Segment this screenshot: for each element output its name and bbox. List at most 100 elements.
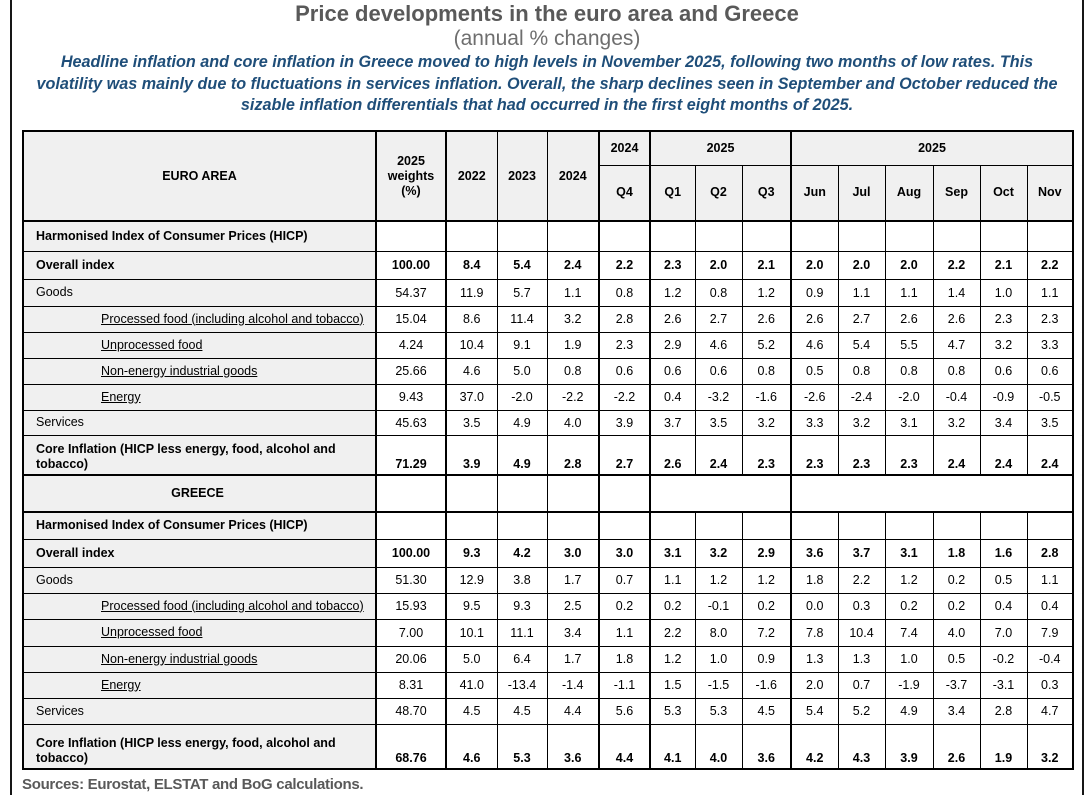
summary-line: volatility was mainly due to fluctuation… — [36, 74, 1058, 93]
table-row: Energy 8.31 41.0 -13.4 -1.4 -1.1 1.5 -1.5 -1.6 2.… — [22, 671, 1074, 699]
value-cell: 3.2 — [979, 331, 1028, 359]
value-cell: 1.1 — [1026, 566, 1074, 594]
table-row: Non-energy industrial goods 20.06 5.0 6.4 1.… — [22, 645, 1074, 673]
value-cell: -1.1 — [598, 671, 651, 699]
value-cell: 1.7 — [546, 566, 600, 594]
value-cell: 5.4 — [496, 250, 548, 280]
row-label: Overall index — [22, 538, 377, 568]
value-cell: 3.9 — [884, 723, 934, 770]
value-cell: 0.3 — [837, 592, 886, 620]
value-cell: 0.8 — [546, 357, 600, 385]
value-cell: 4.9 — [496, 409, 548, 436]
value-cell: 4.9 — [496, 434, 548, 476]
value-cell: 10.4 — [445, 331, 498, 359]
header-year-2023: 2023 — [496, 130, 548, 222]
row-label: Unprocessed food — [22, 331, 377, 359]
page-border-left — [10, 0, 12, 795]
section-empty-cell — [546, 474, 600, 513]
value-cell: 5.0 — [496, 357, 548, 385]
value-cell — [837, 511, 886, 540]
value-cell — [445, 511, 498, 540]
value-cell: -3.2 — [694, 383, 743, 411]
value-cell: 0.7 — [598, 566, 651, 594]
value-cell: -3.1 — [979, 671, 1028, 699]
value-cell — [741, 511, 792, 540]
table-row: Goods 54.37 11.9 5.7 1.1 0.8 1.2 0.8 1.2 0.9 1.1 1.… — [22, 278, 1074, 307]
value-cell: 2.2 — [649, 618, 696, 647]
row-label: Processed food (including alcohol and to… — [22, 305, 377, 333]
value-cell: 1.1 — [1026, 278, 1074, 307]
page-title: Price developments in the euro area and … — [295, 1, 799, 26]
value-cell: 2.3 — [649, 250, 696, 280]
value-cell — [546, 220, 600, 252]
value-cell: 0.7 — [837, 671, 886, 699]
value-cell: 11.4 — [496, 305, 548, 333]
value-cell: 9.3 — [496, 592, 548, 620]
sources-note: Sources: Eurostat, ELSTAT and BoG calcul… — [22, 776, 364, 793]
value-cell: 2.9 — [741, 538, 792, 568]
value-cell: 3.9 — [445, 434, 498, 476]
header-group-1: 2025 — [649, 130, 792, 166]
header-col-Q2: Q2 — [694, 164, 743, 222]
value-cell: 2.1 — [979, 250, 1028, 280]
value-cell: 1.8 — [790, 566, 839, 594]
value-cell: 100.00 — [375, 538, 447, 568]
value-cell: 0.6 — [694, 357, 743, 385]
value-cell: -2.2 — [598, 383, 651, 411]
table-row: Energy 9.43 37.0 -2.0 -2.2 -2.2 0.4 -3.2 -1.6 -2.… — [22, 383, 1074, 411]
value-cell: 3.6 — [741, 723, 792, 770]
value-cell — [649, 511, 696, 540]
value-cell: 0.2 — [649, 592, 696, 620]
value-cell: 2.0 — [790, 671, 839, 699]
value-cell: 3.2 — [741, 409, 792, 436]
value-cell: 2.0 — [790, 250, 839, 280]
value-cell: 2.4 — [932, 434, 981, 476]
value-cell: 5.5 — [884, 331, 934, 359]
row-label: Harmonised Index of Consumer Prices (HIC… — [22, 511, 377, 540]
section-empty-cell — [445, 474, 498, 513]
value-cell: 1.1 — [546, 278, 600, 307]
value-cell: 3.1 — [884, 409, 934, 436]
value-cell: 5.3 — [649, 697, 696, 725]
value-cell: 2.7 — [694, 305, 743, 333]
header-year-2024: 2024 — [546, 130, 600, 222]
value-cell: 1.1 — [837, 278, 886, 307]
value-cell: 3.3 — [1026, 331, 1074, 359]
value-cell: -13.4 — [496, 671, 548, 699]
value-cell: 1.8 — [932, 538, 981, 568]
value-cell: 15.04 — [375, 305, 447, 333]
value-cell: 0.8 — [598, 278, 651, 307]
section-title: GREECE — [22, 474, 377, 513]
value-cell: 3.2 — [837, 409, 886, 436]
value-cell: 1.1 — [884, 278, 934, 307]
value-cell: -2.2 — [546, 383, 600, 411]
value-cell: -0.2 — [979, 645, 1028, 673]
value-cell — [694, 511, 743, 540]
summary-paragraph: Headline inflation and core inflation in… — [11, 52, 1083, 117]
value-cell — [1026, 220, 1074, 252]
value-cell: 1.3 — [790, 645, 839, 673]
value-cell — [979, 511, 1028, 540]
value-cell: 0.8 — [884, 357, 934, 385]
value-cell: 0.9 — [741, 645, 792, 673]
value-cell: 2.8 — [598, 305, 651, 333]
value-cell: 4.2 — [790, 723, 839, 770]
value-cell: 5.6 — [598, 697, 651, 725]
value-cell — [598, 511, 651, 540]
table-row: Core Inflation (HICP less energy, food, … — [22, 434, 1074, 476]
row-label: Core Inflation (HICP less energy, food, … — [22, 723, 377, 770]
value-cell: -2.4 — [837, 383, 886, 411]
value-cell: 0.6 — [649, 357, 696, 385]
value-cell: 2.8 — [546, 434, 600, 476]
value-cell: 2.2 — [932, 250, 981, 280]
row-label: Overall index — [22, 250, 377, 280]
value-cell: -0.5 — [1026, 383, 1074, 411]
header-group-0: 2024 — [598, 130, 651, 166]
value-cell: 5.3 — [496, 723, 548, 770]
value-cell: 1.4 — [932, 278, 981, 307]
value-cell: 2.3 — [598, 331, 651, 359]
value-cell: 71.29 — [375, 434, 447, 476]
value-cell: 3.2 — [694, 538, 743, 568]
value-cell: 4.1 — [649, 723, 696, 770]
value-cell: -1.9 — [884, 671, 934, 699]
